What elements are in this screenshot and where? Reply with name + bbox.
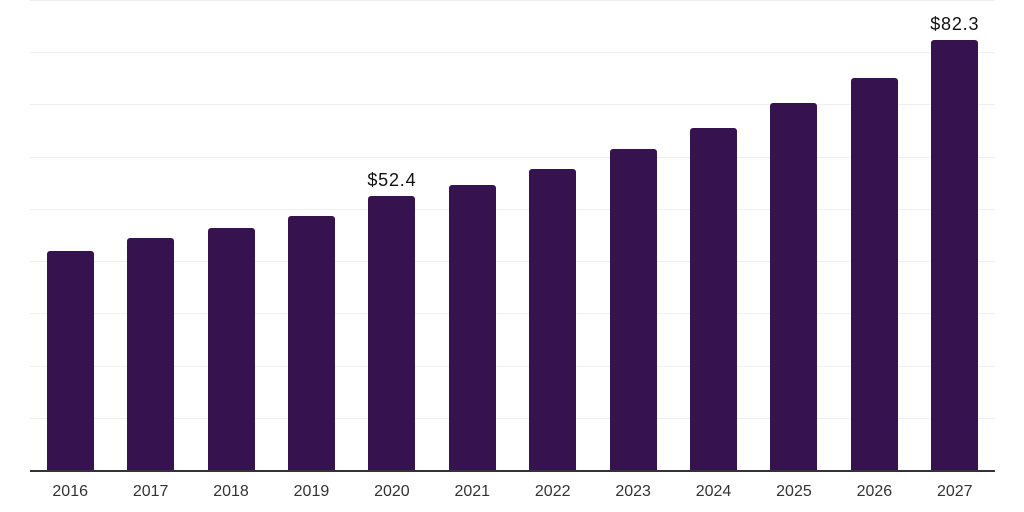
x-tick-2019: 2019 (293, 483, 330, 500)
bar-2023 (609, 148, 657, 470)
gridline-50 (30, 208, 995, 210)
gridline-60 (30, 156, 995, 158)
bar-2022 (529, 168, 577, 470)
x-tick-2021: 2021 (454, 483, 491, 500)
gridline-70 (30, 104, 995, 106)
gridline-80 (30, 52, 995, 54)
bar-2018 (207, 228, 255, 470)
x-tick-2026: 2026 (856, 483, 893, 500)
gridline-30 (30, 313, 995, 315)
gridline-20 (30, 365, 995, 367)
bar-2026 (850, 77, 898, 470)
bar-2020 (368, 196, 416, 470)
gridline-90 (30, 0, 995, 1)
gridline-40 (30, 261, 995, 263)
bar-2019 (287, 215, 335, 470)
data-label-2027: $82.3 (930, 14, 980, 35)
x-tick-2016: 2016 (52, 483, 88, 500)
bar-2021 (448, 185, 496, 470)
bar-2024 (690, 128, 738, 470)
x-tick-2023: 2023 (615, 483, 651, 500)
bar-2017 (127, 238, 175, 470)
x-tick-2025: 2025 (776, 483, 812, 500)
x-tick-2017: 2017 (132, 483, 169, 500)
data-label-2020: $52.4 (367, 170, 417, 191)
plot-area: $52.4 $82.3 (30, 0, 995, 472)
x-tick-2022: 2022 (534, 483, 571, 500)
x-axis: 2016 2017 2018 2019 2020 2021 2022 2023 2024 2025… (30, 482, 995, 504)
bar-2016 (46, 250, 94, 470)
x-tick-2024: 2024 (695, 483, 732, 500)
x-tick-2018: 2018 (213, 483, 249, 500)
gridline-10 (30, 417, 995, 419)
x-tick-2027: 2027 (936, 483, 973, 500)
bar-2027 (931, 40, 979, 470)
x-tick-2020: 2020 (374, 483, 410, 500)
bar-2025 (770, 103, 818, 470)
